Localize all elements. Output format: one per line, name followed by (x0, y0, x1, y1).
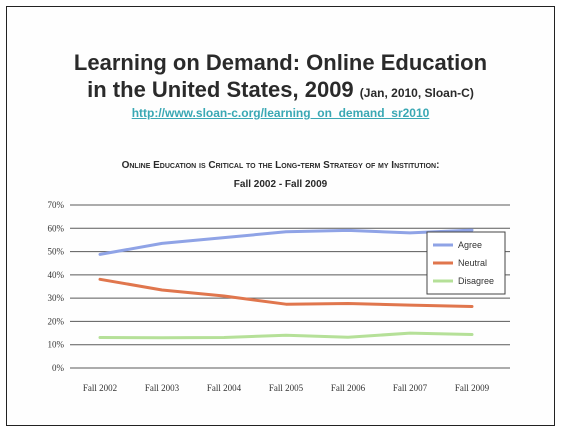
legend-label-neutral: Neutral (458, 258, 487, 268)
legend-label-agree: Agree (458, 240, 482, 250)
y-tick-label: 50% (48, 247, 65, 257)
legend-label-disagree: Disagree (458, 276, 494, 286)
y-tick-label: 60% (48, 223, 65, 233)
y-tick-label: 0% (52, 363, 65, 373)
x-tick-label: Fall 2005 (269, 383, 304, 393)
y-tick-label: 20% (48, 316, 65, 326)
series-line-neutral (100, 279, 472, 306)
x-tick-label: Fall 2004 (207, 383, 242, 393)
x-tick-label: Fall 2002 (83, 383, 117, 393)
x-tick-label: Fall 2009 (455, 383, 490, 393)
y-tick-label: 40% (48, 270, 65, 280)
y-tick-label: 70% (48, 200, 65, 210)
x-tick-label: Fall 2006 (331, 383, 366, 393)
x-tick-label: Fall 2007 (393, 383, 428, 393)
series-line-disagree (100, 333, 472, 338)
y-tick-label: 10% (48, 340, 65, 350)
series-line-agree (100, 230, 472, 254)
x-tick-label: Fall 2003 (145, 383, 180, 393)
y-tick-label: 30% (48, 293, 65, 303)
